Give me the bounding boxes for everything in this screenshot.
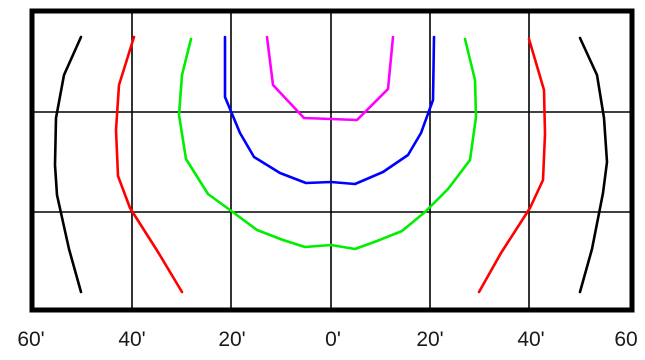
contour-magenta	[265, 35, 395, 122]
contour-red-right	[477, 37, 547, 294]
x-label-right-60: 60	[614, 328, 637, 351]
x-label-right-40: 40'	[517, 328, 544, 351]
x-axis-labels: 60' 40' 20' 0' 20' 40' 60	[17, 328, 637, 351]
contour-blue	[223, 35, 436, 186]
x-label-right-20: 20'	[416, 328, 443, 351]
contour-black-left	[53, 35, 83, 294]
diagram-frame	[29, 8, 635, 313]
x-label-center-0: 0'	[325, 328, 341, 351]
x-label-left-60: 60'	[17, 328, 44, 351]
contour-green	[177, 37, 478, 251]
grid	[33, 12, 631, 309]
contour-red-left	[114, 35, 184, 294]
contour-curves	[53, 35, 609, 294]
x-label-left-40: 40'	[118, 328, 145, 351]
x-label-left-20: 20'	[218, 328, 245, 351]
contour-black-right	[578, 36, 609, 294]
